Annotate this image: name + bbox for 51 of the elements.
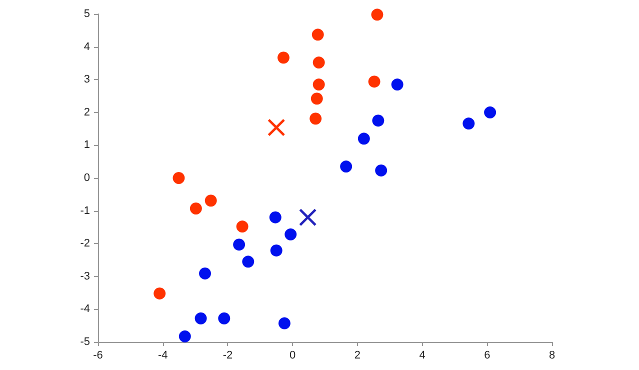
point — [172, 172, 185, 184]
point — [358, 132, 370, 145]
x-tick-label: 0 — [290, 350, 296, 362]
point — [484, 106, 496, 118]
point — [242, 256, 254, 268]
y-tick-label: -2 — [80, 238, 90, 250]
point — [194, 312, 207, 324]
point — [218, 312, 230, 324]
point — [284, 228, 297, 240]
x-tick-label: -4 — [158, 350, 168, 362]
y-tick-label: 4 — [84, 40, 90, 53]
point — [204, 194, 217, 207]
point — [278, 317, 290, 330]
point — [368, 76, 380, 88]
point — [340, 160, 352, 173]
y-tick-label: -3 — [80, 270, 90, 282]
point — [233, 238, 246, 251]
y-tick-label: 5 — [84, 8, 90, 20]
y-tick-label: 1 — [84, 139, 90, 152]
point — [310, 112, 322, 125]
y-tick-label: 0 — [84, 172, 90, 184]
point — [375, 164, 388, 176]
point — [391, 78, 404, 91]
point — [178, 330, 191, 342]
point — [278, 52, 290, 64]
point — [462, 118, 475, 130]
y-tick-label: 2 — [84, 106, 90, 118]
point — [199, 267, 212, 280]
point — [190, 202, 202, 214]
y-tick-label: -4 — [80, 303, 90, 316]
x-tick-label: 6 — [484, 350, 490, 362]
y-tick-label: -5 — [80, 336, 90, 348]
point — [269, 211, 282, 224]
y-tick-label: -1 — [80, 204, 90, 217]
point — [312, 28, 324, 41]
point — [299, 208, 316, 226]
point — [371, 8, 384, 21]
point — [310, 92, 323, 105]
point — [154, 287, 166, 300]
point — [236, 220, 248, 233]
y-tick-label: 3 — [84, 74, 90, 86]
point — [270, 244, 282, 256]
x-tick-label: -6 — [93, 350, 103, 362]
point — [312, 56, 325, 69]
x-tick-label: -2 — [222, 350, 233, 362]
x-tick-label: 2 — [354, 350, 360, 362]
point — [372, 114, 384, 127]
x-tick-label: 8 — [548, 350, 556, 362]
x-tick-label: 4 — [419, 350, 426, 362]
point — [312, 78, 325, 91]
point — [268, 118, 285, 136]
